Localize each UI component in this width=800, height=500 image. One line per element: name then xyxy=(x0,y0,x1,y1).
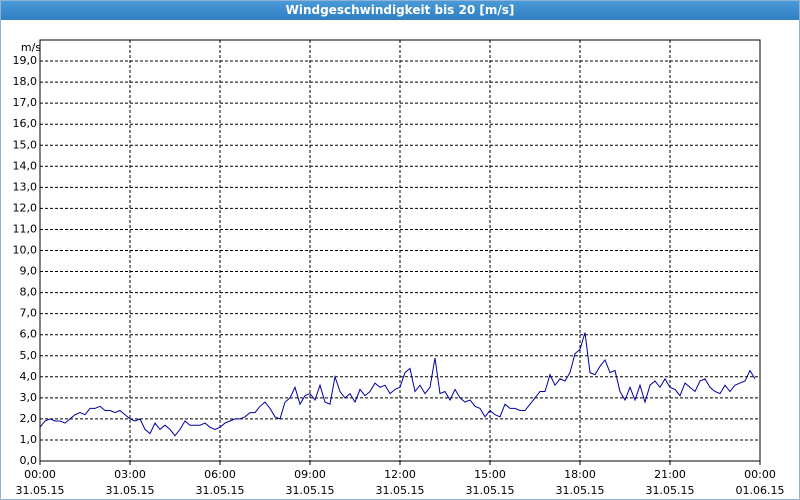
x-tick-date: 31.05.15 xyxy=(16,484,65,497)
y-tick-label: 18,0 xyxy=(13,75,38,88)
x-tick-date: 31.05.15 xyxy=(646,484,695,497)
y-tick-label: 14,0 xyxy=(13,159,38,172)
x-tick-label: 00:00 xyxy=(744,468,776,481)
y-tick-label: 2,0 xyxy=(20,412,38,425)
x-tick-label: 12:00 xyxy=(384,468,416,481)
y-tick-label: 3,0 xyxy=(20,391,38,404)
y-tick-label: 7,0 xyxy=(20,307,38,320)
y-tick-label: 1,0 xyxy=(20,433,38,446)
y-tick-label: 17,0 xyxy=(13,96,38,109)
x-tick-label: 00:00 xyxy=(24,468,56,481)
x-tick-date: 31.05.15 xyxy=(556,484,605,497)
y-tick-label: 19,0 xyxy=(13,54,38,67)
data-line xyxy=(39,332,756,437)
y-tick-label: 16,0 xyxy=(13,117,38,130)
x-tick-date: 01.06.15 xyxy=(736,484,785,497)
x-tick-label: 15:00 xyxy=(474,468,506,481)
x-tick-label: 06:00 xyxy=(204,468,236,481)
y-tick-label: 10,0 xyxy=(13,244,38,257)
x-tick-date: 31.05.15 xyxy=(286,484,335,497)
y-tick-label: 4,0 xyxy=(20,370,38,383)
x-tick-label: 21:00 xyxy=(654,468,686,481)
y-tick-label: 15,0 xyxy=(13,138,38,151)
y-tick-label: 5,0 xyxy=(20,349,38,362)
x-tick-date: 31.05.15 xyxy=(196,484,245,497)
y-tick-label: 8,0 xyxy=(20,286,38,299)
x-tick-date: 31.05.15 xyxy=(106,484,155,497)
x-tick-label: 18:00 xyxy=(564,468,596,481)
x-tick-date: 31.05.15 xyxy=(466,484,515,497)
y-tick-label: 9,0 xyxy=(20,265,38,278)
y-tick-label: 11,0 xyxy=(13,222,38,235)
y-tick-label: 13,0 xyxy=(13,180,38,193)
y-tick-label: 0,0 xyxy=(20,454,38,467)
y-axis-label: m/s xyxy=(21,41,41,54)
y-tick-label: 6,0 xyxy=(20,328,38,341)
x-tick-label: 03:00 xyxy=(114,468,146,481)
y-tick-label: 12,0 xyxy=(13,201,38,214)
title-bar: Windgeschwindigkeit bis 20 [m/s] xyxy=(1,1,799,20)
x-tick-date: 31.05.15 xyxy=(376,484,425,497)
x-tick-label: 09:00 xyxy=(294,468,326,481)
